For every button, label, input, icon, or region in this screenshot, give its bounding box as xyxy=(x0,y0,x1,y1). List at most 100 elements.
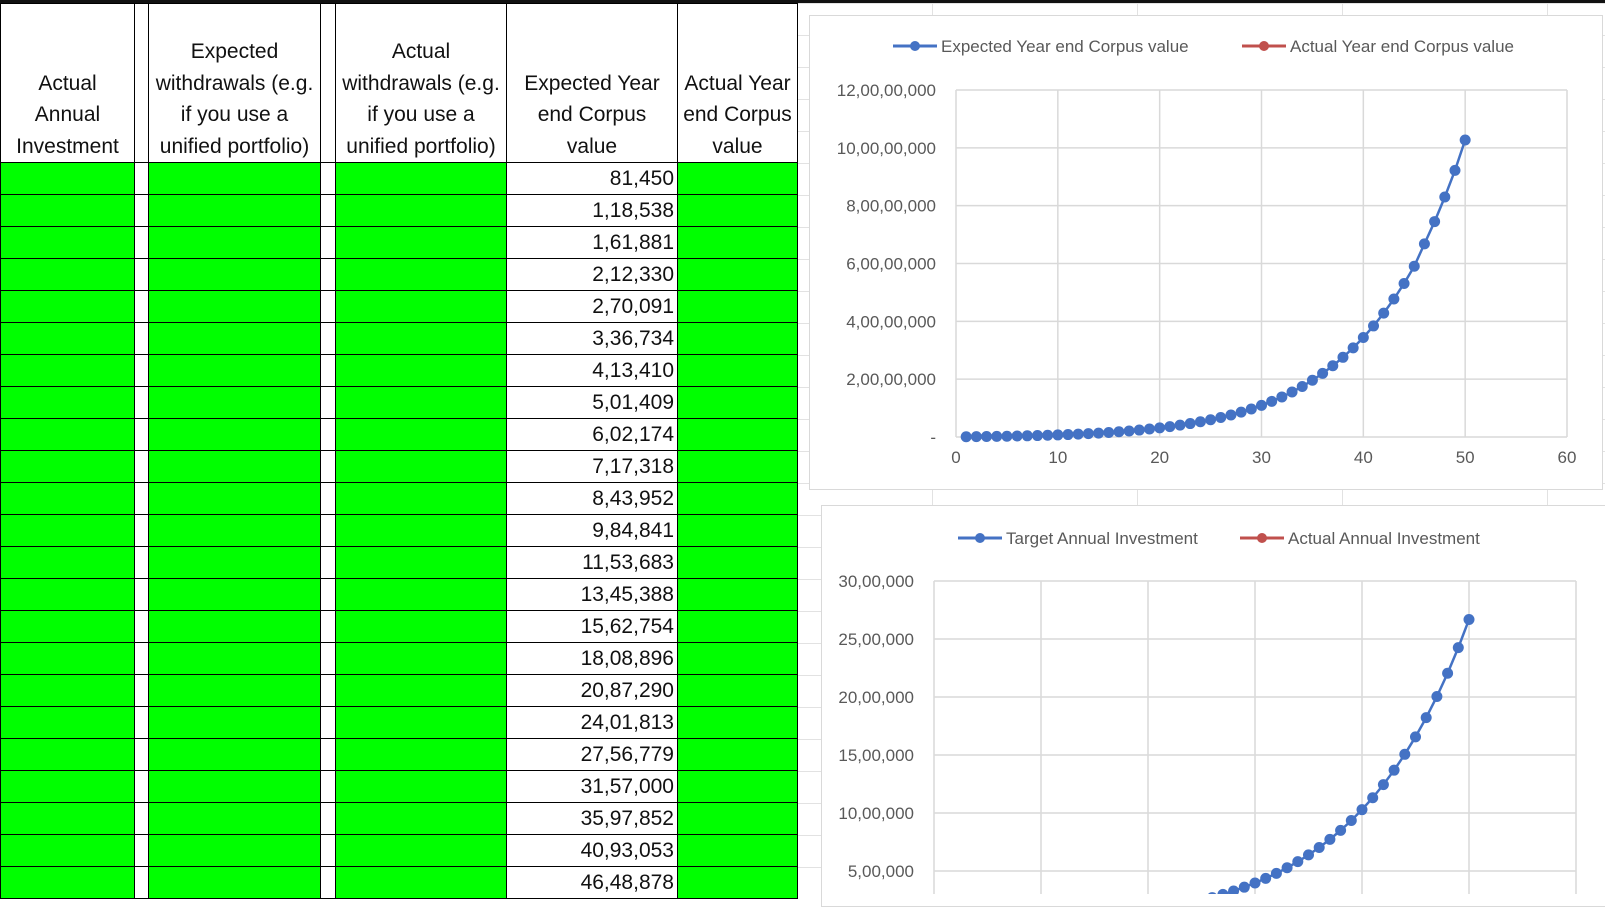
spacer-cell[interactable] xyxy=(320,770,336,803)
actual-investment-cell[interactable] xyxy=(0,706,135,739)
actual-withdrawal-cell[interactable] xyxy=(335,674,507,707)
expected-corpus-cell[interactable]: 18,08,896 xyxy=(506,642,678,675)
investment-chart-frame[interactable] xyxy=(821,505,1605,907)
actual-corpus-cell[interactable] xyxy=(677,290,798,323)
spacer-cell[interactable] xyxy=(134,770,149,803)
expected-withdrawal-cell[interactable] xyxy=(148,514,321,547)
expected-corpus-cell[interactable]: 1,18,538 xyxy=(506,194,678,227)
actual-corpus-cell[interactable] xyxy=(677,578,798,611)
header-expected-withdrawals[interactable]: Expected withdrawals (e.g. if you use a … xyxy=(148,3,321,163)
expected-corpus-cell[interactable]: 81,450 xyxy=(506,162,678,195)
actual-investment-cell[interactable] xyxy=(0,482,135,515)
expected-corpus-cell[interactable]: 7,17,318 xyxy=(506,450,678,483)
actual-corpus-cell[interactable] xyxy=(677,322,798,355)
expected-withdrawal-cell[interactable] xyxy=(148,290,321,323)
actual-withdrawal-cell[interactable] xyxy=(335,322,507,355)
actual-withdrawal-cell[interactable] xyxy=(335,578,507,611)
spacer-cell[interactable] xyxy=(134,482,149,515)
spacer-cell[interactable] xyxy=(134,738,149,771)
spacer-cell[interactable] xyxy=(134,866,149,899)
actual-corpus-cell[interactable] xyxy=(677,386,798,419)
expected-corpus-cell[interactable]: 40,93,053 xyxy=(506,834,678,867)
spacer-cell[interactable] xyxy=(134,802,149,835)
actual-investment-cell[interactable] xyxy=(0,418,135,451)
expected-corpus-cell[interactable]: 11,53,683 xyxy=(506,546,678,579)
actual-corpus-cell[interactable] xyxy=(677,482,798,515)
actual-investment-cell[interactable] xyxy=(0,450,135,483)
actual-withdrawal-cell[interactable] xyxy=(335,162,507,195)
actual-corpus-cell[interactable] xyxy=(677,738,798,771)
actual-corpus-cell[interactable] xyxy=(677,514,798,547)
actual-withdrawal-cell[interactable] xyxy=(335,482,507,515)
actual-corpus-cell[interactable] xyxy=(677,610,798,643)
spacer-cell[interactable] xyxy=(134,258,149,291)
actual-corpus-cell[interactable] xyxy=(677,226,798,259)
actual-corpus-cell[interactable] xyxy=(677,834,798,867)
actual-investment-cell[interactable] xyxy=(0,386,135,419)
header-actual-corpus[interactable]: Actual Year end Corpus value xyxy=(677,3,798,163)
spacer-cell[interactable] xyxy=(320,706,336,739)
spacer-cell[interactable] xyxy=(134,546,149,579)
actual-withdrawal-cell[interactable] xyxy=(335,738,507,771)
actual-investment-cell[interactable] xyxy=(0,834,135,867)
actual-investment-cell[interactable] xyxy=(0,322,135,355)
actual-corpus-cell[interactable] xyxy=(677,642,798,675)
spacer-cell[interactable] xyxy=(134,386,149,419)
expected-withdrawal-cell[interactable] xyxy=(148,226,321,259)
expected-corpus-cell[interactable]: 2,70,091 xyxy=(506,290,678,323)
actual-investment-cell[interactable] xyxy=(0,546,135,579)
actual-investment-cell[interactable] xyxy=(0,354,135,387)
actual-withdrawal-cell[interactable] xyxy=(335,610,507,643)
actual-corpus-cell[interactable] xyxy=(677,194,798,227)
spacer-cell[interactable] xyxy=(134,450,149,483)
actual-investment-cell[interactable] xyxy=(0,610,135,643)
actual-withdrawal-cell[interactable] xyxy=(335,450,507,483)
header-actual-withdrawals[interactable]: Actual withdrawals (e.g. if you use a un… xyxy=(335,3,507,163)
expected-withdrawal-cell[interactable] xyxy=(148,386,321,419)
actual-withdrawal-cell[interactable] xyxy=(335,194,507,227)
expected-corpus-cell[interactable]: 6,02,174 xyxy=(506,418,678,451)
actual-corpus-cell[interactable] xyxy=(677,418,798,451)
spacer-cell[interactable] xyxy=(320,738,336,771)
expected-corpus-cell[interactable]: 2,12,330 xyxy=(506,258,678,291)
expected-corpus-cell[interactable]: 5,01,409 xyxy=(506,386,678,419)
spacer-cell[interactable] xyxy=(320,546,336,579)
actual-corpus-cell[interactable] xyxy=(677,354,798,387)
actual-corpus-cell[interactable] xyxy=(677,450,798,483)
expected-withdrawal-cell[interactable] xyxy=(148,450,321,483)
expected-corpus-cell[interactable]: 46,48,878 xyxy=(506,866,678,899)
expected-corpus-cell[interactable]: 1,61,881 xyxy=(506,226,678,259)
actual-investment-cell[interactable] xyxy=(0,226,135,259)
expected-withdrawal-cell[interactable] xyxy=(148,418,321,451)
spacer-cell[interactable] xyxy=(134,226,149,259)
actual-withdrawal-cell[interactable] xyxy=(335,354,507,387)
actual-corpus-cell[interactable] xyxy=(677,770,798,803)
actual-corpus-cell[interactable] xyxy=(677,162,798,195)
expected-corpus-cell[interactable]: 15,62,754 xyxy=(506,610,678,643)
expected-withdrawal-cell[interactable] xyxy=(148,674,321,707)
header-spacer[interactable] xyxy=(134,3,149,163)
actual-withdrawal-cell[interactable] xyxy=(335,226,507,259)
expected-withdrawal-cell[interactable] xyxy=(148,834,321,867)
spacer-cell[interactable] xyxy=(320,482,336,515)
expected-corpus-cell[interactable]: 9,84,841 xyxy=(506,514,678,547)
expected-withdrawal-cell[interactable] xyxy=(148,258,321,291)
expected-withdrawal-cell[interactable] xyxy=(148,770,321,803)
expected-withdrawal-cell[interactable] xyxy=(148,482,321,515)
spacer-cell[interactable] xyxy=(320,226,336,259)
header-actual-annual-investment[interactable]: Actual Annual Investment xyxy=(0,3,135,163)
expected-withdrawal-cell[interactable] xyxy=(148,578,321,611)
expected-withdrawal-cell[interactable] xyxy=(148,322,321,355)
corpus-chart-frame[interactable] xyxy=(809,15,1603,490)
actual-investment-cell[interactable] xyxy=(0,802,135,835)
actual-investment-cell[interactable] xyxy=(0,770,135,803)
actual-corpus-cell[interactable] xyxy=(677,546,798,579)
expected-corpus-cell[interactable]: 24,01,813 xyxy=(506,706,678,739)
actual-corpus-cell[interactable] xyxy=(677,258,798,291)
actual-withdrawal-cell[interactable] xyxy=(335,706,507,739)
spacer-cell[interactable] xyxy=(320,642,336,675)
spacer-cell[interactable] xyxy=(320,450,336,483)
header-expected-corpus[interactable]: Expected Year end Corpus value xyxy=(506,3,678,163)
actual-investment-cell[interactable] xyxy=(0,738,135,771)
actual-investment-cell[interactable] xyxy=(0,674,135,707)
